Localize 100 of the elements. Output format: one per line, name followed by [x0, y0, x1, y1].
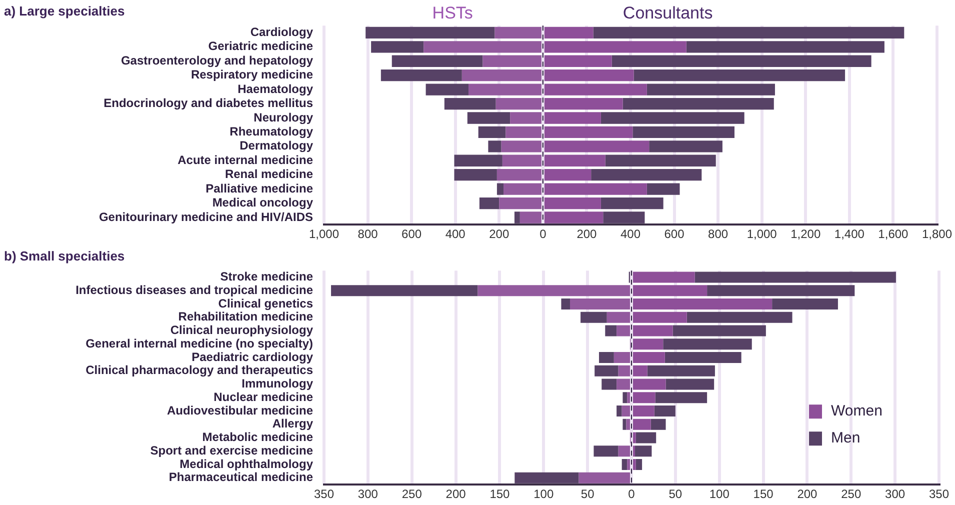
- bar: [454, 154, 502, 166]
- y-tick-label: Immunology: [242, 376, 314, 391]
- y-tick-label: Infectious diseases and tropical medicine: [76, 282, 314, 297]
- y-tick-label: Stroke medicine: [220, 270, 314, 284]
- x-tick-label: 250: [402, 487, 422, 502]
- x-tick-label: 800: [708, 227, 728, 242]
- bar: [392, 55, 483, 67]
- x-tick-label: 200: [489, 227, 510, 242]
- bar: [544, 183, 647, 195]
- x-tick-label: 1,400: [834, 227, 865, 242]
- bar: [544, 197, 601, 210]
- y-tick-label: Audiovestibular medicine: [166, 403, 314, 418]
- y-tick-label: Gastroenterology and hepatology: [120, 53, 314, 68]
- bar: [544, 41, 686, 53]
- x-tick-label: 400: [445, 227, 466, 242]
- bar: [686, 41, 884, 53]
- bar: [605, 154, 716, 166]
- x-tick-label: 800: [358, 227, 378, 242]
- text: b) Small specialties: [4, 248, 125, 264]
- x-tick-label: 1,000: [746, 227, 778, 242]
- x-tick-label: 200: [576, 227, 598, 242]
- bar: [544, 140, 650, 152]
- bar: [444, 98, 496, 110]
- y-tick-label: Sport and exercise medicine: [150, 443, 314, 458]
- bar: [371, 41, 424, 53]
- bar: [649, 140, 722, 152]
- text: HSTs: [432, 3, 473, 22]
- x-tick-label: 400: [620, 227, 641, 242]
- bar: [479, 197, 500, 210]
- y-tick-label: Rehabilitation medicine: [178, 310, 314, 324]
- y-tick-label: Nuclear medicine: [214, 390, 314, 404]
- y-tick-label: Clinical neurophysiology: [170, 323, 314, 338]
- bar: [544, 84, 647, 96]
- bar: [632, 126, 734, 138]
- bar: [426, 84, 468, 96]
- x-tick-label: 1,000: [308, 227, 340, 242]
- bar: [600, 112, 744, 124]
- x-tick-label: 150: [753, 487, 774, 502]
- bar: [622, 98, 774, 110]
- x-tick-label: 200: [446, 487, 466, 502]
- y-tick-label: Palliative medicine: [206, 181, 314, 196]
- bar: [514, 212, 520, 224]
- y-tick-label: Renal medicine: [224, 167, 314, 182]
- legend-label: Men: [831, 430, 860, 447]
- bar: [467, 112, 510, 124]
- x-tick-label: 600: [402, 227, 422, 242]
- y-tick-label: Genitourinary medicine and HIV/AIDS: [98, 210, 313, 224]
- x-tick-label: 0: [540, 227, 547, 242]
- legend-label: Women: [831, 402, 882, 420]
- y-tick-label: Geriatric medicine: [208, 39, 314, 54]
- bar: [646, 183, 680, 195]
- x-tick-label: 1,800: [922, 227, 952, 242]
- bar: [544, 112, 601, 124]
- bar: [603, 212, 645, 224]
- x-tick-label: 1,200: [790, 227, 821, 242]
- text: a) Large specialties: [4, 3, 125, 18]
- y-tick-label: Clinical genetics: [218, 296, 314, 310]
- y-tick-label: Cardiology: [250, 25, 314, 40]
- bar: [544, 26, 594, 39]
- bar: [591, 169, 702, 181]
- y-tick-label: Neurology: [254, 110, 314, 124]
- y-tick-label: Dermatology: [240, 138, 314, 153]
- y-tick-label: Medical oncology: [212, 196, 314, 210]
- text: Consultants: [622, 3, 713, 22]
- x-tick-label: 1,600: [878, 227, 909, 242]
- x-tick-label: 600: [664, 227, 685, 242]
- x-tick-label: 150: [490, 487, 510, 502]
- bar: [544, 55, 612, 67]
- bar: [478, 126, 506, 138]
- y-tick-label: Acute internal medicine: [178, 152, 314, 167]
- y-tick-label: Haematology: [238, 82, 314, 96]
- y-tick-label: Allergy: [272, 416, 314, 431]
- bar: [496, 183, 504, 195]
- x-tick-label: 100: [534, 487, 554, 502]
- y-tick-label: General internal medicine (no specialty): [86, 336, 313, 350]
- bar: [544, 70, 634, 82]
- x-tick-label: 350: [314, 487, 334, 502]
- bar: [544, 98, 623, 110]
- bar: [366, 26, 495, 39]
- bar: [544, 169, 592, 181]
- bar: [544, 212, 604, 224]
- bar: [488, 140, 502, 152]
- bar: [634, 70, 846, 82]
- x-tick-label: 250: [841, 487, 862, 502]
- bar: [544, 126, 633, 138]
- x-tick-label: 200: [797, 487, 818, 502]
- bar: [380, 70, 462, 82]
- bar: [544, 154, 606, 166]
- x-tick-label: 300: [358, 487, 378, 502]
- bar: [646, 84, 775, 96]
- x-tick-label: 0: [628, 487, 636, 502]
- x-tick-label: 350: [928, 487, 950, 502]
- y-tick-label: Endocrinology and diabetes mellitus: [104, 96, 314, 110]
- x-tick-label: 100: [709, 487, 730, 502]
- y-tick-label: Rheumatology: [230, 124, 314, 139]
- y-tick-label: Paediatric cardiology: [192, 350, 314, 364]
- y-tick-label: Pharmaceutical medicine: [168, 470, 314, 484]
- x-tick-label: 50: [580, 487, 595, 502]
- bar: [454, 169, 497, 181]
- x-tick-label: 300: [885, 487, 906, 502]
